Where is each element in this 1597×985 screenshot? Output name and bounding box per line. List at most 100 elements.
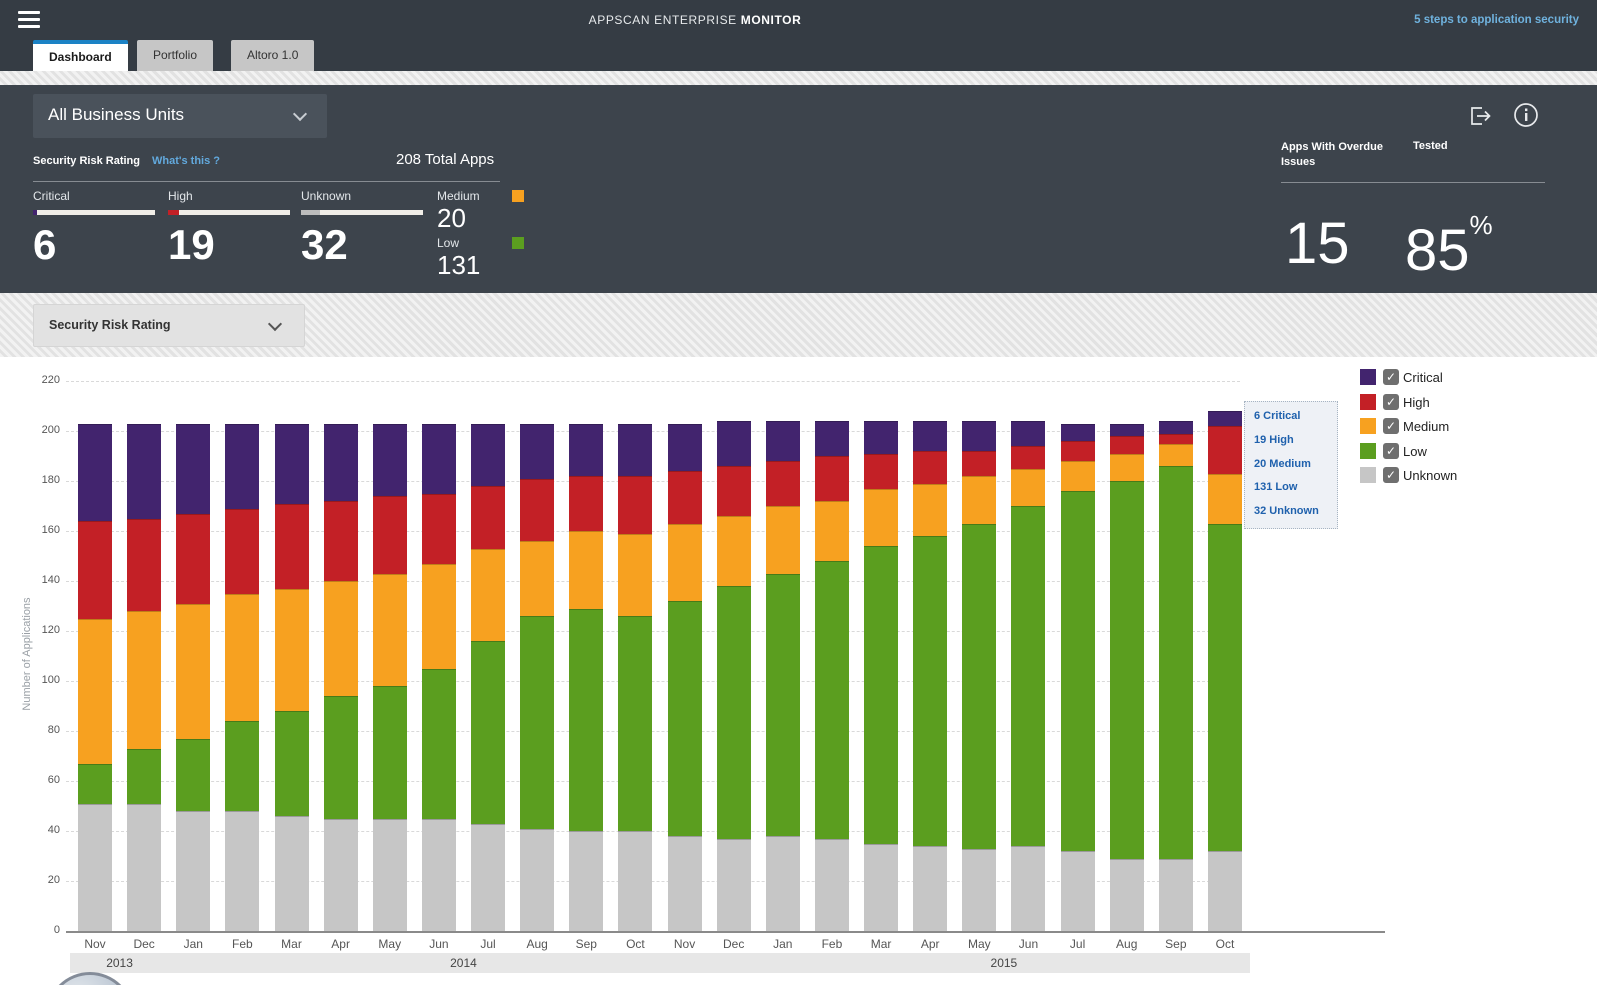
info-icon[interactable] [1513,102,1539,133]
bar-segment-critical[interactable] [176,423,211,514]
bar-segment-medium[interactable] [1207,473,1242,524]
bar-segment-high[interactable] [127,518,162,611]
bar-segment-low[interactable] [176,738,211,811]
bar-segment-low[interactable] [765,573,800,836]
menu-hamburger-icon[interactable] [18,11,40,29]
bar-segment-low[interactable] [618,616,653,831]
legend-item-unknown[interactable]: ✓ Unknown [1360,465,1470,490]
bar-segment-high[interactable] [618,476,653,534]
tab-dashboard[interactable]: Dashboard [33,40,128,71]
bar-segment-unknown[interactable] [716,838,751,931]
bar-segment-low[interactable] [962,523,997,849]
bar-segment-unknown[interactable] [765,836,800,931]
tab-portfolio[interactable]: Portfolio [137,40,214,71]
legend-item-critical[interactable]: ✓ Critical [1360,367,1470,392]
bar-segment-critical[interactable] [1060,423,1095,441]
bar-segment-low[interactable] [814,561,849,839]
bar-segment-medium[interactable] [864,488,899,546]
bar-segment-medium[interactable] [1011,468,1046,506]
bar-segment-high[interactable] [323,501,358,581]
bar-segment-unknown[interactable] [1011,846,1046,931]
bar-segment-low[interactable] [913,536,948,846]
bar-segment-high[interactable] [1060,441,1095,461]
export-icon[interactable] [1467,103,1493,134]
bar-segment-medium[interactable] [225,593,260,721]
bar-segment-low[interactable] [520,616,555,829]
bar-segment-medium[interactable] [421,563,456,669]
bar-segment-unknown[interactable] [323,818,358,931]
bar-segment-critical[interactable] [962,421,997,451]
bar-segment-unknown[interactable] [1158,858,1193,931]
bar-segment-medium[interactable] [471,548,506,641]
bar-segment-medium[interactable] [716,516,751,586]
bar-segment-unknown[interactable] [372,818,407,931]
bar-segment-low[interactable] [1207,523,1242,851]
chart-metric-dropdown[interactable]: Security Risk Rating [33,304,305,347]
bar-segment-critical[interactable] [716,421,751,466]
bar-segment-high[interactable] [913,451,948,484]
bar-segment-low[interactable] [569,608,604,831]
legend-checkbox[interactable]: ✓ [1383,442,1399,459]
legend-item-low[interactable]: ✓ Low [1360,441,1470,466]
legend-checkbox[interactable]: ✓ [1383,418,1399,434]
bar-segment-critical[interactable] [864,421,899,454]
floating-help-button[interactable] [46,972,134,985]
bar-segment-medium[interactable] [569,531,604,609]
bar-segment-unknown[interactable] [225,811,260,931]
bar-segment-medium[interactable] [176,603,211,739]
bar-segment-critical[interactable] [1011,421,1046,446]
bar-segment-low[interactable] [225,721,260,811]
legend-item-medium[interactable]: ✓ Medium [1360,416,1470,441]
bar-segment-critical[interactable] [569,423,604,476]
legend-checkbox[interactable]: ✓ [1383,369,1399,385]
bar-segment-unknown[interactable] [1207,851,1242,931]
bar-segment-critical[interactable] [421,423,456,494]
bar-segment-unknown[interactable] [913,846,948,931]
bar-segment-low[interactable] [1158,466,1193,859]
bar-segment-medium[interactable] [1109,453,1144,481]
bar-segment-low[interactable] [716,586,751,839]
bar-segment-high[interactable] [225,508,260,594]
bar-segment-high[interactable] [1207,426,1242,474]
bar-segment-medium[interactable] [618,533,653,616]
legend-item-high[interactable]: ✓ High [1360,392,1470,417]
bar-segment-unknown[interactable] [471,823,506,931]
bar-segment-critical[interactable] [323,423,358,501]
bar-segment-high[interactable] [274,503,309,589]
bar-segment-critical[interactable] [78,423,112,521]
bar-segment-unknown[interactable] [1060,851,1095,931]
five-steps-link[interactable]: 5 steps to application security [1414,14,1579,26]
bar-segment-low[interactable] [667,601,702,836]
bar-segment-low[interactable] [1060,491,1095,851]
bar-segment-critical[interactable] [225,423,260,509]
bar-segment-medium[interactable] [667,523,702,601]
bar-segment-high[interactable] [716,466,751,516]
bar-segment-low[interactable] [471,641,506,824]
bar-segment-critical[interactable] [1158,421,1193,434]
bar-segment-unknown[interactable] [618,831,653,931]
bar-segment-high[interactable] [814,456,849,501]
bar-segment-medium[interactable] [962,476,997,524]
bar-segment-critical[interactable] [471,423,506,486]
bar-segment-unknown[interactable] [421,818,456,931]
bar-segment-high[interactable] [667,471,702,524]
bar-segment-critical[interactable] [667,423,702,471]
bar-segment-high[interactable] [1011,446,1046,469]
bar-segment-critical[interactable] [520,423,555,479]
bar-segment-unknown[interactable] [520,828,555,931]
tab-altoro-1-0[interactable]: Altoro 1.0 [231,40,315,71]
bar-segment-low[interactable] [323,696,358,819]
bar-segment-high[interactable] [1158,433,1193,444]
bar-segment-critical[interactable] [127,423,162,519]
legend-checkbox[interactable]: ✓ [1383,467,1399,483]
bar-segment-medium[interactable] [765,506,800,574]
bar-segment-low[interactable] [127,748,162,804]
bar-segment-high[interactable] [962,451,997,476]
bar-segment-unknown[interactable] [962,848,997,931]
bar-segment-high[interactable] [520,478,555,541]
bar-segment-low[interactable] [1011,506,1046,846]
bar-segment-unknown[interactable] [814,838,849,931]
bar-segment-critical[interactable] [765,421,800,461]
bar-segment-low[interactable] [78,763,112,804]
bar-segment-unknown[interactable] [127,803,162,931]
